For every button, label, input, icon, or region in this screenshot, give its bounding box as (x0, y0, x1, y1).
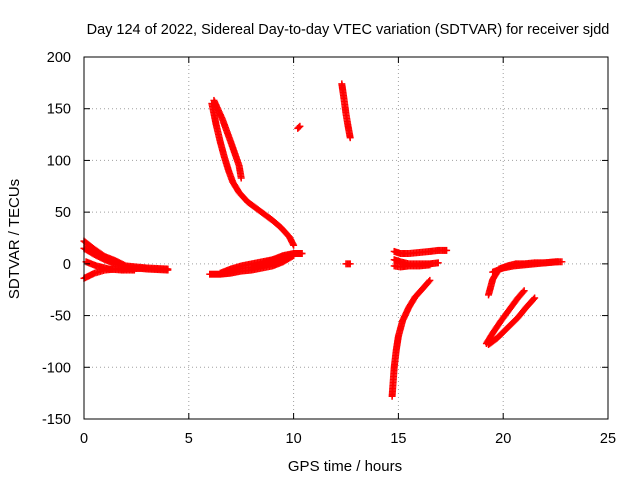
data-point (443, 246, 451, 254)
data-point (346, 134, 354, 142)
data-points (80, 80, 566, 400)
axis-ticks (83, 56, 609, 420)
data-point (143, 264, 151, 272)
x-axis-label: GPS time / hours (288, 458, 402, 475)
data-point (434, 259, 442, 267)
data-point (426, 261, 434, 269)
y-tick-label: 200 (47, 50, 71, 66)
x-tick-label: 5 (185, 431, 193, 447)
data-point (346, 260, 354, 268)
y-tick-label: 0 (63, 257, 71, 273)
x-tick-label: 0 (80, 431, 88, 447)
plot-frame (83, 56, 609, 420)
data-point (164, 266, 172, 274)
x-tick-label: 15 (390, 431, 406, 447)
y-tick-label: 100 (47, 153, 71, 169)
x-tick-label: 10 (286, 431, 302, 447)
data-point (237, 174, 245, 182)
data-point (426, 276, 434, 284)
tick-labels: 0 5 10 15 20 25 -150 -100 -50 0 50 100 150 200 (42, 50, 616, 447)
data-point (295, 123, 303, 131)
x-tick-label: 20 (495, 431, 511, 447)
data-point (425, 278, 433, 286)
data-point (530, 295, 538, 303)
x-tick-label: 25 (600, 431, 616, 447)
data-point (298, 250, 306, 258)
data-point (519, 288, 527, 296)
y-tick-label: 50 (55, 205, 71, 221)
data-point (130, 266, 138, 274)
data-point (520, 287, 528, 295)
y-tick-label: -100 (42, 360, 71, 376)
y-tick-label: -50 (50, 309, 71, 325)
y-tick-label: -150 (42, 412, 71, 428)
y-axis-label: SDTVAR / TECUs (6, 179, 23, 299)
data-point (531, 294, 539, 302)
data-point (554, 258, 562, 266)
chart-title: Day 124 of 2022, Sidereal Day-to-day VTE… (87, 22, 610, 38)
data-point (290, 241, 298, 249)
y-tick-label: 150 (47, 102, 71, 118)
data-point (296, 122, 304, 130)
